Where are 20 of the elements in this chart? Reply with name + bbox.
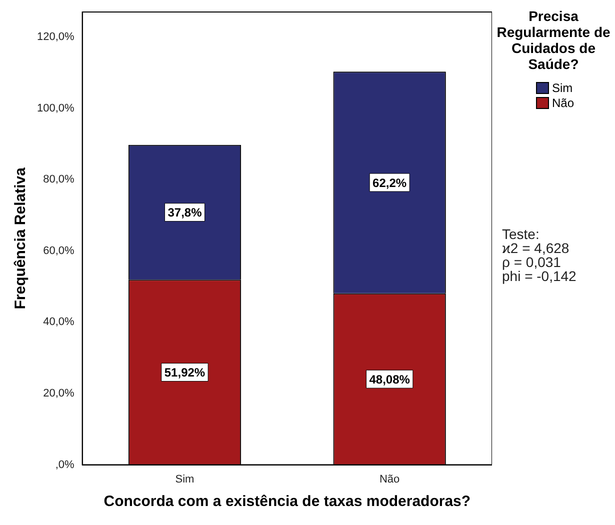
y-tick-label: 40,0% [43, 316, 75, 328]
y-tick-label: 80,0% [43, 174, 75, 186]
legend-label: Sim [552, 80, 573, 94]
y-axis-title: Frequência Relativa [12, 166, 30, 310]
text: phi = -0,142 [502, 268, 576, 284]
text: ρ = 0,031 [502, 254, 561, 270]
y-tick-label: 120,0% [36, 30, 75, 43]
y-tick-label: 20,0% [43, 388, 75, 400]
data-label: 48,08% [369, 372, 410, 386]
legend-title: Precisa Regularmente de Cuidados de Saúde? [496, 8, 612, 72]
y-tick-label: ,0% [55, 458, 75, 471]
data-label: 37,8% [168, 206, 202, 220]
x-axis-title: Concorda com a existência de taxas moderadoras? [104, 493, 471, 510]
text: Teste: [502, 226, 540, 242]
legend-label: Não [552, 96, 574, 110]
text: ϰ2 = 4,628 [502, 240, 570, 256]
y-tick-label: 60,0% [43, 244, 75, 257]
data-label: 51,92% [164, 366, 206, 380]
y-tick-label: 100,0% [36, 102, 75, 114]
data-label: 62,2% [372, 176, 407, 190]
